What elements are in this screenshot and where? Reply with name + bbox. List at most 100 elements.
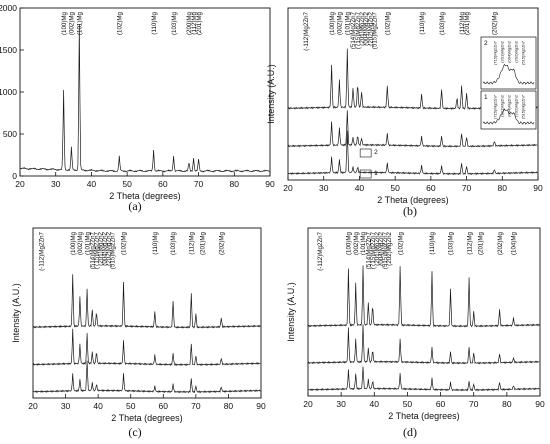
xrd-trace-2	[307, 324, 540, 365]
peak-annotation: (101)Mg	[76, 11, 83, 35]
x-tick-label: 80	[502, 399, 512, 409]
peak-annotation: (201)MgZn2	[98, 231, 105, 265]
peak-annotation: (202)Mg	[497, 231, 504, 255]
peak-annotation: (202)MgZn2	[386, 231, 393, 265]
peak-annotation: (103)Mg	[171, 11, 178, 35]
x-tick-label: 30	[336, 399, 346, 409]
x-tick-label: 20	[303, 399, 313, 409]
xrd-trace-3	[32, 274, 261, 329]
inset-peak-label: (201)MgZn2	[500, 40, 505, 63]
x-tick-label: 50	[126, 401, 136, 411]
peak-annotation: (110)Mg	[152, 231, 159, 254]
inset-peak-label: (004)MgZn2	[507, 40, 512, 63]
x-tick-label: 70	[191, 401, 201, 411]
x-tick-label: 40	[355, 183, 365, 193]
inset-trace	[482, 108, 535, 125]
peak-annotation: (715)Mg2Zn7	[94, 231, 101, 269]
peak-annotation: (112)Mg	[191, 11, 198, 34]
peak-annotation: (515)Mg2Zn7	[109, 231, 116, 269]
peak-annotation: (202)Mg	[218, 231, 225, 255]
peak-annotation: (103)Mg	[448, 231, 455, 255]
peak-annotation: (112)Mg	[188, 231, 195, 254]
x-tick-label: 80	[230, 179, 240, 189]
panel-b: 20 30 40 50 60 70 80 90 2 Theta (degrees) Intensi…	[266, 7, 543, 218]
peak-annotation: (104)Mg	[511, 231, 518, 255]
peak-annotation: (110)Mg	[151, 11, 158, 34]
x-tick-label: 40	[370, 399, 380, 409]
x-tick-label: 20	[28, 401, 38, 411]
y-axis-label: Intensity (A.U.)	[286, 282, 296, 342]
x-tick-label: 50	[403, 399, 413, 409]
xrd-trace-1	[287, 130, 538, 176]
peak-annotation: (202)Mg	[492, 11, 499, 35]
plot-frame	[307, 227, 541, 397]
peak-annotation: (715)Mg2Zn7	[370, 231, 377, 269]
peak-annotation: (514)Mg2Zn7	[366, 231, 373, 269]
x-tick-label: 50	[122, 179, 132, 189]
peak-annotation: (002)Mg	[337, 11, 344, 35]
peak-annotation: (102)Mg	[116, 11, 123, 35]
peak-annotation: (102)Mg	[397, 231, 404, 255]
inset-2: 2 (715)Mg2Zn7 (201)MgZn2 (004)MgZn2 (202)MgZ…	[480, 36, 537, 90]
peak-annotation: (004)MgZn2	[102, 231, 109, 265]
inset-peak-label: (515)Mg2Zn7	[521, 94, 526, 119]
x-tick-label: 90	[256, 401, 266, 411]
peak-annotation: (101)Mg	[84, 231, 91, 255]
peak-annotation: (201)MgZn2	[374, 231, 381, 265]
inset-number: 2	[484, 40, 488, 47]
x-tick-label: 60	[436, 399, 446, 409]
peak-annotation: (201)Mg	[464, 11, 471, 35]
peak-annotation: (-112)Mg2Zn7	[303, 11, 310, 50]
peak-annotation: (004)MgZn2	[378, 231, 385, 265]
x-axis-label: 2 Theta (degrees)	[111, 413, 182, 423]
xrd-trace-1	[32, 360, 261, 394]
peak-annotation: (201)MgZn2	[359, 11, 366, 45]
peak-annotation: (100)Mg	[346, 231, 353, 255]
xrd-trace-2	[32, 328, 261, 367]
x-tick-label: 90	[535, 399, 545, 409]
xrd-trace-1	[19, 24, 270, 173]
x-tick-label: 30	[51, 179, 61, 189]
peak-annotation: (515)Mg2Zn7	[372, 11, 379, 49]
peak-annotation: (201)Mg	[200, 231, 207, 255]
inset-trace	[482, 63, 535, 85]
inset-peak-label: (004)MgZn2	[507, 94, 512, 117]
peak-annotation: (514)Mg2Zn7	[350, 11, 357, 49]
peak-annotation: (514)Mg2Zn7	[89, 231, 96, 269]
x-tick-label: 70	[462, 183, 472, 193]
x-tick-label: 30	[319, 183, 329, 193]
plot-frame	[32, 227, 262, 399]
inset-number: 1	[484, 94, 488, 101]
peak-annotation: (103)Mg	[439, 11, 446, 35]
peak-annotation: (110)Mg	[419, 11, 426, 34]
panel-label: (d)	[403, 425, 417, 439]
inset-1: 1 (715)Mg2Zn7 (201)MgZn2 (004)MgZn2 (202)MgZ…	[480, 90, 537, 130]
zoom-box-number: 1	[374, 170, 378, 177]
y-axis-label: Intensity (A.U.)	[266, 64, 276, 124]
x-tick-label: 60	[158, 179, 168, 189]
panel-c: 20 30 40 50 60 70 80 90 2 Theta (degrees) Intensi…	[11, 227, 266, 439]
plot-frame	[19, 7, 271, 177]
panel-label: (c)	[128, 425, 141, 439]
peak-annotation: (002)Mg	[353, 231, 360, 255]
peak-annotation: (201)Mg	[478, 231, 485, 255]
peak-annotation: (100)Mg	[70, 231, 77, 255]
inset-peak-label: (715)Mg2Zn7	[493, 94, 498, 119]
peak-annotation: (112)Mg	[459, 11, 466, 34]
peak-annotation: (102)Mg	[384, 11, 391, 35]
peak-annotation: (110)Mg	[429, 231, 436, 254]
peak-annotation: (200)Mg	[186, 11, 193, 35]
peak-annotation: (515)Mg2Zn7	[382, 231, 389, 269]
inset-peak-label: (201)MgZn2	[500, 94, 505, 117]
xrd-trace-3	[307, 265, 540, 328]
x-tick-label: 60	[426, 183, 436, 193]
x-tick-label: 70	[469, 399, 479, 409]
plot-frame	[287, 7, 539, 181]
peak-annotation: (100)Mg	[61, 11, 68, 35]
xrd-trace-2	[287, 110, 538, 148]
x-tick-label: 20	[283, 183, 293, 193]
x-tick-label: 30	[61, 401, 71, 411]
y-tick-label: 0	[12, 171, 17, 181]
x-axis-label: 2 Theta (degrees)	[388, 411, 459, 421]
